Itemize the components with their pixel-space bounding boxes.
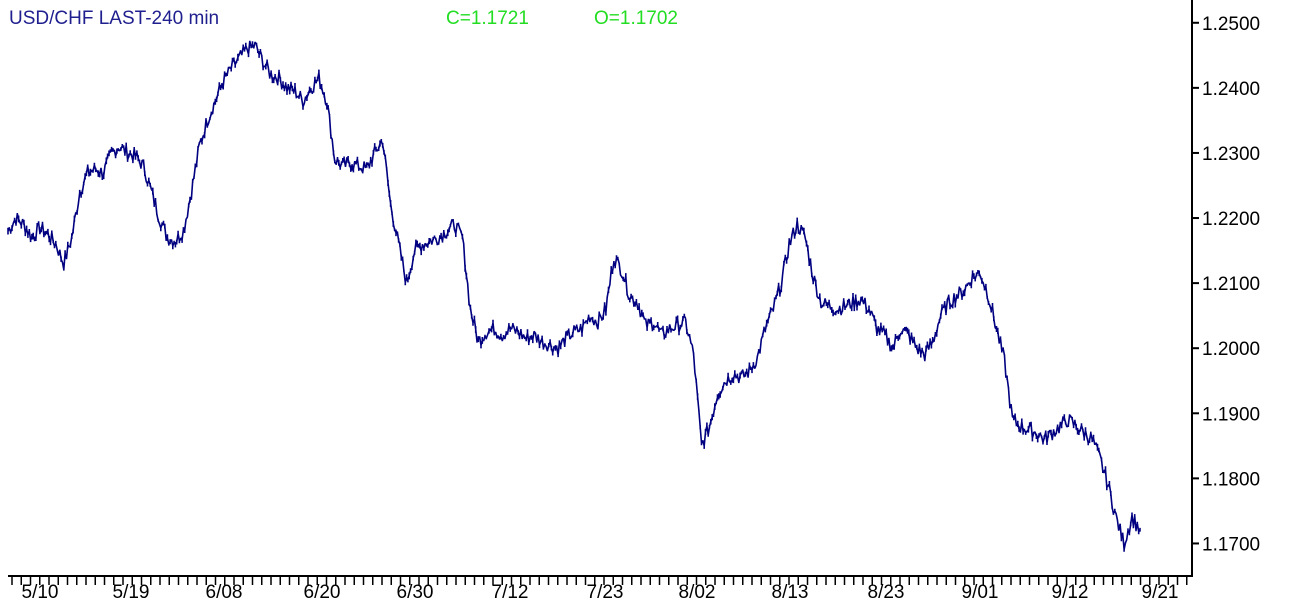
x-tick-label: 8/23 xyxy=(868,582,905,602)
y-axis-ticks: 1.2500 1.2400 1.2300 1.2200 1.2100 1.2000 1.19… xyxy=(1192,14,1260,555)
y-tick-label: 1.2200 xyxy=(1202,209,1260,230)
y-tick-label: 1.1800 xyxy=(1202,469,1260,490)
x-tick-label: 8/02 xyxy=(679,582,716,602)
chart-title: USD/CHF LAST-240 min xyxy=(9,8,220,29)
x-tick-label: 5/10 xyxy=(22,582,59,602)
x-tick-label: 8/13 xyxy=(772,582,809,602)
x-tick-label: 7/23 xyxy=(587,582,624,602)
x-tick-label: 6/30 xyxy=(397,582,434,602)
y-tick-label: 1.1700 xyxy=(1202,534,1260,555)
x-tick-label: 9/01 xyxy=(962,582,999,602)
x-tick-label: 7/12 xyxy=(492,582,529,602)
y-tick-label: 1.2300 xyxy=(1202,144,1260,165)
x-tick-label: 6/08 xyxy=(206,582,243,602)
close-price-readout: C=1.1721 xyxy=(446,8,529,29)
x-axis-ticks: 5/10 5/19 6/08 6/20 6/30 7/12 7/23 8/02 8/13 8/23… xyxy=(11,576,1188,602)
series-layer xyxy=(7,40,1141,552)
open-price-readout: O=1.1702 xyxy=(594,8,678,29)
x-tick-label: 9/21 xyxy=(1142,582,1179,602)
y-tick-label: 1.2500 xyxy=(1202,14,1260,35)
x-tick-label: 9/12 xyxy=(1052,582,1089,602)
x-tick-label: 6/20 xyxy=(304,582,341,602)
y-tick-label: 1.2100 xyxy=(1202,274,1260,295)
x-tick-label: 5/19 xyxy=(113,582,150,602)
y-tick-label: 1.2000 xyxy=(1202,339,1260,360)
price-series-line xyxy=(7,40,1141,552)
y-tick-label: 1.1900 xyxy=(1202,404,1260,425)
y-tick-label: 1.2400 xyxy=(1202,79,1260,100)
